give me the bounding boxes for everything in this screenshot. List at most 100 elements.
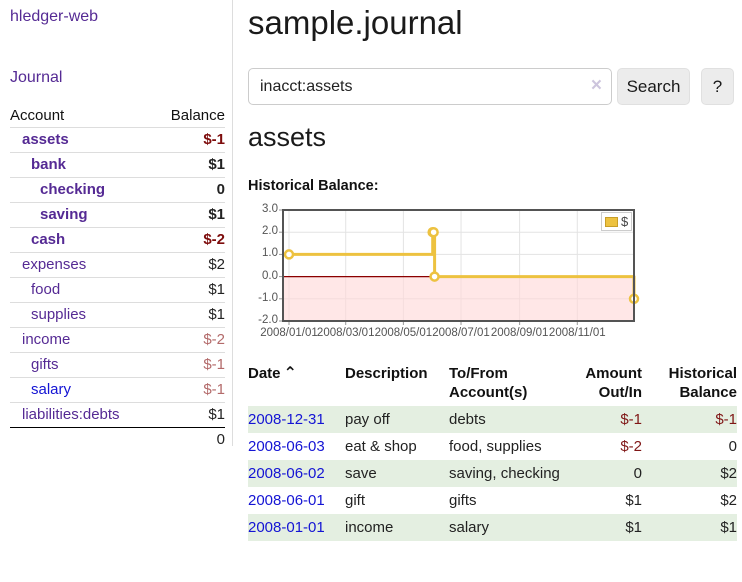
y-axis-tick-label: 3.0 [262, 203, 278, 215]
account-name-cell: cash [10, 228, 154, 253]
x-axis-tick-label: 2008/11/01 [548, 327, 606, 339]
transaction-date-link[interactable]: 2008-06-03 [248, 438, 325, 455]
register-date-cell: 2008-06-03 [248, 433, 345, 460]
account-row: salary $-1 [10, 377, 225, 403]
register-accounts-cell: debts [449, 411, 486, 428]
data-point-marker [283, 249, 295, 260]
account-name-cell: income [10, 328, 154, 353]
x-axis-tick-label: 2008/09/01 [490, 327, 549, 339]
account-link-income[interactable]: income [22, 331, 71, 348]
account-link-saving[interactable]: saving [40, 206, 88, 223]
register-row: 2008-01-01 income salary $1 $1 [248, 514, 737, 541]
account-link-cash[interactable]: cash [31, 231, 66, 248]
register-row: 2008-06-02 save saving, checking 0 $2 [248, 460, 737, 487]
account-name-cell: gifts [10, 353, 154, 378]
account-balance: $1 [208, 281, 225, 298]
register-col-accounts: To/From Account(s) [449, 365, 528, 401]
chart-title: Historical Balance: [248, 178, 379, 194]
account-link-liabilities-debts[interactable]: liabilities:debts [22, 406, 120, 423]
register-row: 2008-12-31 pay off debts $-1 $-1 [248, 406, 737, 433]
x-axis-tick-label: 2008/05/01 [374, 327, 433, 339]
transaction-date-link[interactable]: 2008-12-31 [248, 411, 325, 428]
account-row: checking 0 [10, 177, 225, 203]
search-input[interactable] [248, 68, 612, 105]
register-date-cell: 2008-06-01 [248, 487, 345, 514]
register-date-cell: 2008-06-02 [248, 460, 345, 487]
account-link-salary[interactable]: salary [31, 381, 72, 398]
account-name-cell: food [10, 278, 154, 303]
historical-balance-chart: 3.0 2.0 1.0 0.0 -1.0 -2.0 $ 2008/01/01 2008/03… [248, 203, 742, 348]
account-balance: $-1 [203, 131, 225, 148]
account-name-cell: salary [10, 378, 154, 403]
data-point-marker [429, 271, 440, 282]
register-amount-cell: $1 [625, 492, 642, 509]
register-accounts-cell: gifts [449, 492, 477, 509]
accounts-col-balance: Balance [170, 107, 225, 124]
account-balance: $-2 [203, 331, 225, 348]
account-balance: $-1 [203, 356, 225, 373]
register-date-cell: 2008-01-01 [248, 514, 345, 541]
y-axis-tick-label: 0.0 [262, 269, 278, 282]
account-link-expenses[interactable]: expenses [22, 256, 87, 273]
register-col-description: Description [345, 365, 428, 382]
account-balance: $2 [208, 256, 225, 273]
account-balance: 0 [216, 181, 225, 198]
app-title-link[interactable]: hledger-web [10, 8, 99, 25]
register-header-row: Date ⌃ Description To/From Account(s) Amo… [248, 361, 737, 406]
search-bar: × Search ? [248, 68, 742, 105]
transaction-date-link[interactable]: 2008-06-01 [248, 492, 325, 509]
account-name-cell: expenses [10, 253, 154, 278]
register-description-cell: income [345, 519, 394, 536]
search-box: × [248, 68, 612, 105]
y-axis-tick-label: -2.0 [258, 314, 278, 326]
account-balance: $1 [208, 206, 225, 223]
account-row: liabilities:debts $1 [10, 402, 225, 428]
account-link-supplies[interactable]: supplies [31, 306, 87, 323]
accounts-header-row: Account Balance [10, 104, 225, 128]
account-name-cell: supplies [10, 303, 154, 328]
register-row: 2008-06-03 eat & shop food, supplies $-2 0 [248, 433, 737, 460]
account-balance: $1 [208, 406, 225, 423]
sidebar-item-journal[interactable]: Journal [10, 69, 63, 86]
register-description-cell: eat & shop [345, 438, 417, 455]
page-title: sample.journal [248, 4, 463, 41]
legend-label: $ [621, 214, 629, 229]
register-col-date[interactable]: Date ⌃ [248, 361, 345, 406]
y-axis-tick-label: 2.0 [262, 225, 278, 238]
clear-search-icon[interactable]: × [590, 75, 602, 96]
account-link-bank[interactable]: bank [31, 156, 67, 173]
y-axis-tick-label: -1.0 [258, 291, 278, 304]
register-balance-cell: $-1 [715, 411, 737, 428]
search-button[interactable]: Search [617, 68, 690, 105]
account-link-gifts[interactable]: gifts [31, 356, 59, 373]
transaction-date-link[interactable]: 2008-06-02 [248, 465, 325, 482]
register-date-cell: 2008-12-31 [248, 406, 345, 433]
help-button[interactable]: ? [701, 68, 734, 105]
register-balance-cell: 0 [728, 438, 737, 455]
account-row: gifts $-1 [10, 352, 225, 378]
data-point-marker [428, 226, 439, 238]
transaction-date-link[interactable]: 2008-01-01 [248, 519, 325, 536]
register-col-date-label: Date [248, 365, 281, 382]
register-amount-cell: $-1 [620, 411, 642, 428]
register-balance-cell: $2 [720, 465, 737, 482]
account-name-cell: assets [10, 128, 154, 153]
chart-plot-area [279, 209, 640, 325]
account-heading: assets [248, 122, 327, 152]
account-link-food[interactable]: food [31, 281, 61, 298]
account-row: cash $-2 [10, 227, 225, 253]
account-balance: $-1 [203, 381, 225, 398]
main-content: sample.journal × Search ? assets Histori… [248, 0, 742, 582]
account-row: saving $1 [10, 202, 225, 228]
x-axis-tick-label: 2008/07/01 [432, 327, 490, 339]
register-description-cell: save [345, 465, 377, 482]
register-row: 2008-06-01 gift gifts $1 $2 [248, 487, 737, 514]
register-balance-cell: $2 [720, 492, 737, 509]
register-accounts-cell: salary [449, 519, 490, 536]
chart-legend: $ [601, 212, 633, 231]
legend-swatch-icon [605, 216, 618, 227]
account-link-checking[interactable]: checking [40, 181, 106, 198]
account-link-assets[interactable]: assets [22, 131, 69, 148]
register-amount-cell: $1 [625, 519, 642, 536]
